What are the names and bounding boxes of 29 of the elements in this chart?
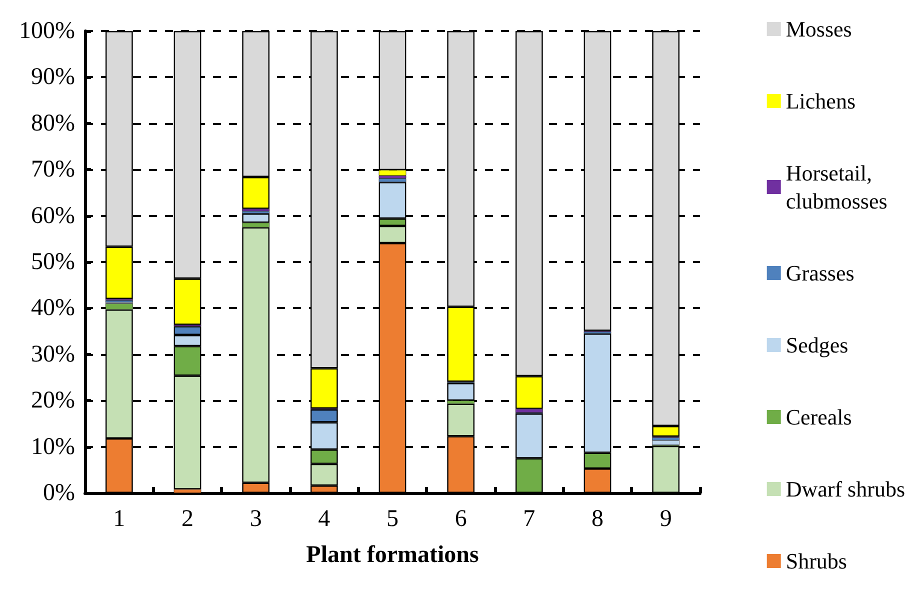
x-tick-label: 6: [454, 506, 467, 532]
x-tick-label: 8: [592, 506, 604, 532]
x-tick-label: 3: [250, 506, 262, 532]
x-axis-title: Plant formations: [306, 542, 479, 568]
x-tick-label: 4: [318, 506, 330, 532]
y-tick-label: 60%: [31, 202, 75, 229]
legend-label: Shrubs: [786, 548, 847, 574]
legend-label: Sedges: [786, 332, 848, 358]
y-tick-label: 80%: [31, 110, 75, 136]
y-tick-label: 0%: [43, 480, 75, 506]
y-tick-label: 30%: [31, 341, 75, 368]
legend-label: Cereals: [786, 404, 852, 430]
x-tick-label: 2: [182, 506, 194, 532]
y-tick-label: 10%: [31, 434, 75, 460]
legend-label: Lichens: [786, 88, 856, 114]
y-tick-label: 100%: [19, 18, 75, 44]
y-tick-label: 70%: [31, 156, 75, 183]
legend-label: Mosses: [786, 16, 852, 42]
legend-label: Grasses: [786, 260, 854, 286]
y-tick-label: 40%: [31, 295, 75, 322]
x-tick-label: 1: [113, 506, 126, 532]
x-tick-label: 5: [386, 506, 398, 532]
legend-label: Dwarf shrubs: [786, 476, 906, 502]
y-tick-label: 90%: [31, 64, 75, 90]
x-tick-label: 7: [523, 506, 536, 532]
legend-label: Horsetail, clubmosses: [786, 160, 888, 214]
y-tick-label: 20%: [31, 388, 75, 414]
y-tick-label: 50%: [31, 249, 75, 275]
x-tick-label: 9: [660, 506, 672, 532]
